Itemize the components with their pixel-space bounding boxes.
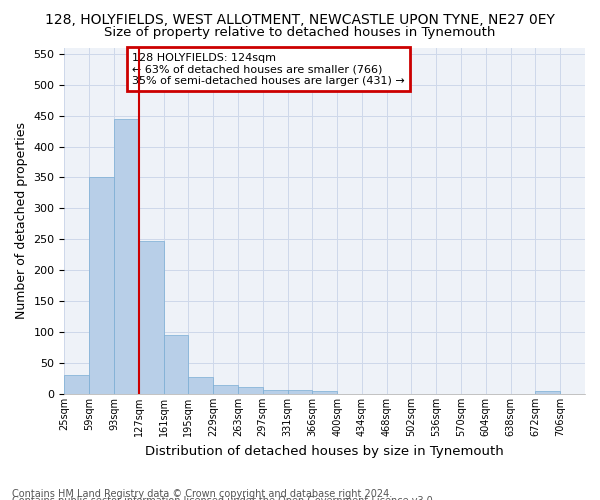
- Bar: [64, 376, 89, 394]
- X-axis label: Distribution of detached houses by size in Tynemouth: Distribution of detached houses by size …: [145, 444, 504, 458]
- Text: 128 HOLYFIELDS: 124sqm
← 63% of detached houses are smaller (766)
35% of semi-de: 128 HOLYFIELDS: 124sqm ← 63% of detached…: [132, 52, 405, 86]
- Bar: [313, 391, 337, 394]
- Bar: [213, 384, 238, 394]
- Text: Size of property relative to detached houses in Tynemouth: Size of property relative to detached ho…: [104, 26, 496, 39]
- Y-axis label: Number of detached properties: Number of detached properties: [15, 122, 28, 320]
- Bar: [535, 391, 560, 394]
- Text: Contains public sector information licensed under the Open Government Licence v3: Contains public sector information licen…: [12, 496, 436, 500]
- Bar: [287, 390, 313, 394]
- Bar: [89, 178, 114, 394]
- Bar: [263, 390, 287, 394]
- Text: 128, HOLYFIELDS, WEST ALLOTMENT, NEWCASTLE UPON TYNE, NE27 0EY: 128, HOLYFIELDS, WEST ALLOTMENT, NEWCAST…: [45, 12, 555, 26]
- Text: Contains HM Land Registry data © Crown copyright and database right 2024.: Contains HM Land Registry data © Crown c…: [12, 489, 392, 499]
- Bar: [114, 118, 139, 394]
- Bar: [238, 386, 263, 394]
- Bar: [139, 240, 164, 394]
- Bar: [188, 378, 213, 394]
- Bar: [164, 335, 188, 394]
